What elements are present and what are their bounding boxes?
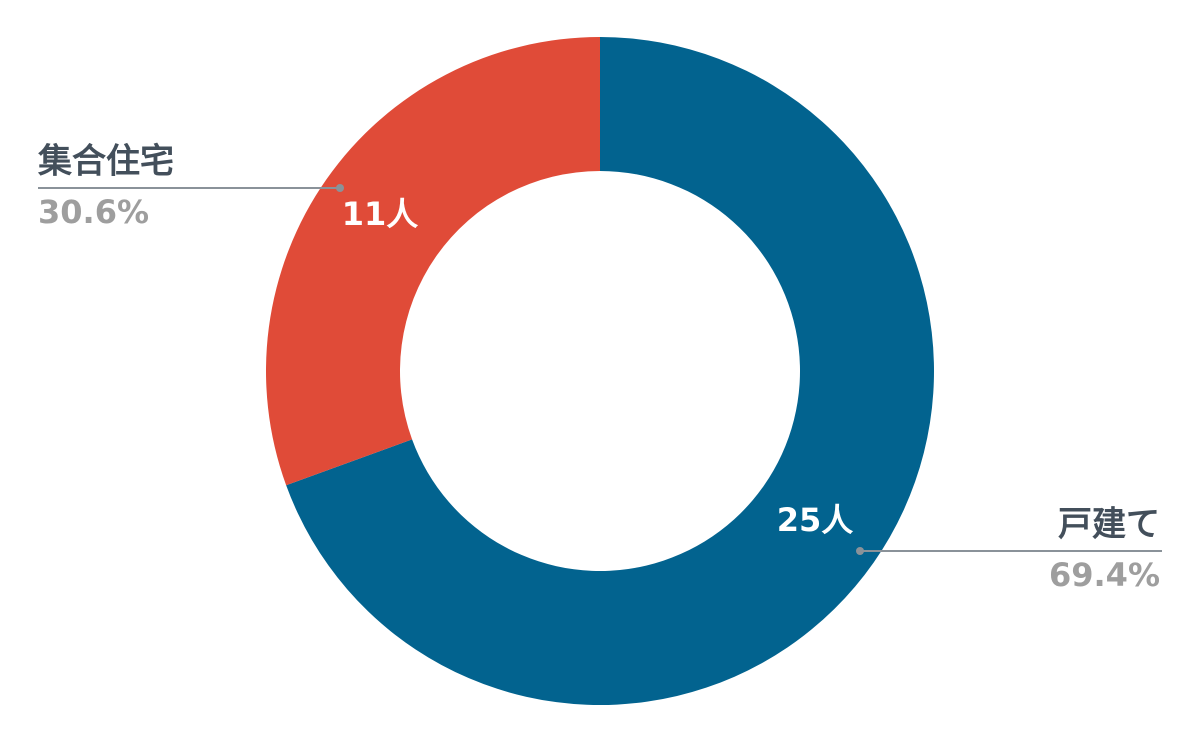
slice [286, 37, 935, 705]
leader-dot [856, 547, 864, 555]
percent-label: 69.4% [1049, 556, 1160, 594]
value-label: 25人 [777, 501, 854, 539]
category-label: 戸建て [1058, 505, 1160, 545]
value-label: 11人 [342, 195, 419, 233]
category-label: 集合住宅 [37, 142, 174, 182]
slice [265, 37, 600, 486]
percent-label: 30.6% [38, 193, 149, 231]
leader-dot [336, 184, 344, 192]
